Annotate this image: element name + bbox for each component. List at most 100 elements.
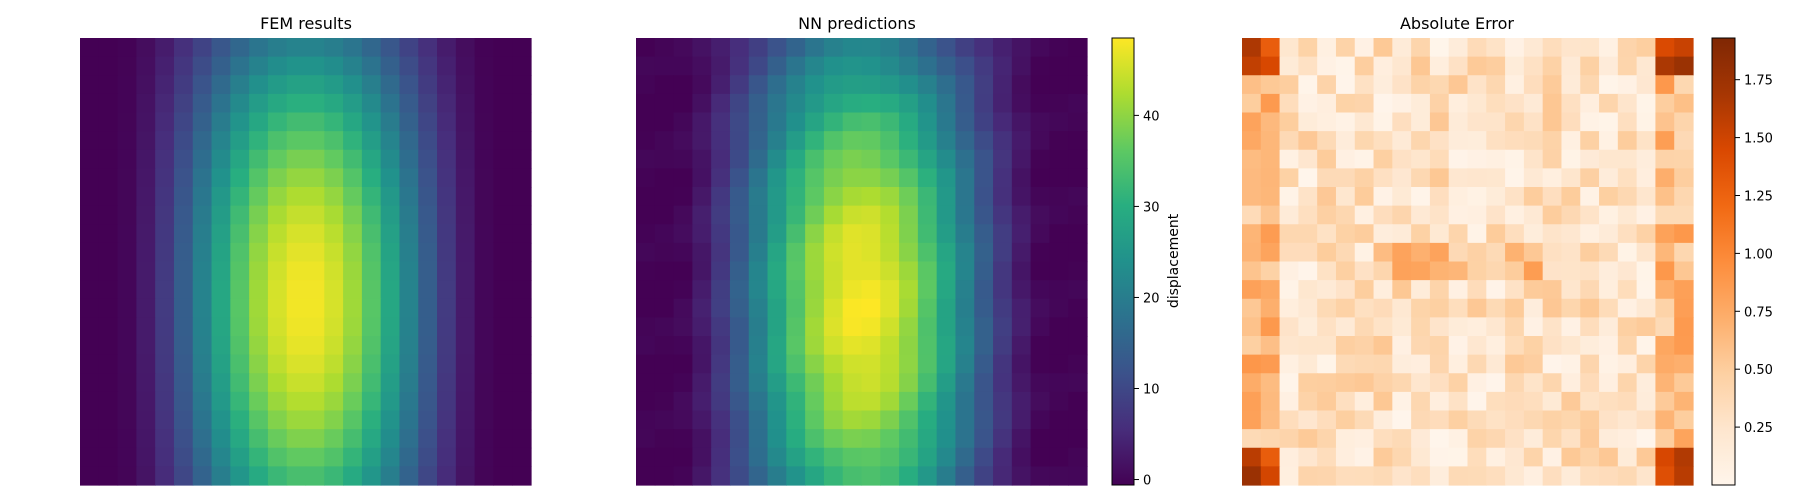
heatmap-cell: [899, 187, 919, 207]
heatmap-cell: [1636, 112, 1657, 132]
heatmap-cell: [117, 38, 137, 58]
heatmap-cell: [1260, 205, 1281, 225]
heatmap-cell: [1617, 466, 1638, 486]
heatmap-cell: [1011, 373, 1032, 393]
heatmap-cell: [80, 336, 100, 356]
heatmap-cell: [748, 93, 769, 114]
heatmap-cell: [1373, 205, 1393, 225]
heatmap-cell: [899, 242, 919, 263]
heatmap-cell: [173, 429, 194, 449]
heatmap-cell: [1636, 149, 1657, 169]
heatmap-cell: [861, 391, 881, 412]
heatmap-cell: [512, 131, 532, 151]
heatmap-cell: [729, 410, 750, 430]
heatmap-cell: [1467, 261, 1487, 281]
heatmap-cell: [1561, 410, 1581, 430]
heatmap-cell: [823, 205, 844, 225]
heatmap-cell: [211, 466, 231, 486]
heatmap-cell: [1317, 131, 1337, 151]
heatmap-cell: [1599, 447, 1619, 467]
heatmap-cell: [305, 336, 325, 356]
heatmap-cell: [380, 149, 401, 169]
heatmap-cell: [361, 466, 382, 486]
heatmap-cell: [1429, 373, 1450, 393]
heatmap-cell: [805, 168, 825, 188]
heatmap-cell: [1599, 373, 1619, 393]
heatmap-cell: [842, 447, 863, 467]
heatmap-cell: [767, 429, 787, 449]
heatmap-cell: [324, 224, 344, 244]
heatmap-cell: [1674, 56, 1694, 76]
heatmap-cell: [974, 224, 994, 244]
heatmap-cell: [861, 112, 881, 132]
heatmap-cell: [437, 75, 457, 95]
heatmap-cell: [823, 466, 844, 486]
heatmap-cell: [1674, 112, 1694, 132]
heatmap-cell: [1030, 466, 1051, 486]
heatmap-cell: [1674, 205, 1694, 225]
heatmap-cell: [399, 112, 419, 132]
heatmap-cell: [230, 261, 250, 281]
heatmap-cell: [380, 391, 401, 412]
heatmap-cell: [1373, 280, 1393, 300]
heatmap-cell: [974, 75, 994, 95]
heatmap-cell: [1279, 429, 1299, 449]
heatmap-cell: [1636, 187, 1657, 207]
heatmap-cell: [1542, 205, 1563, 225]
heatmap-cell: [1411, 75, 1431, 95]
heatmap-cell: [418, 336, 438, 356]
heatmap-cell: [786, 447, 806, 467]
heatmap-cell: [1429, 336, 1450, 356]
heatmap-cell: [211, 149, 231, 169]
heatmap-cell: [955, 298, 975, 318]
heatmap-cell: [512, 242, 532, 263]
heatmap-cell: [1674, 354, 1694, 374]
heatmap-cell: [361, 373, 382, 393]
heatmap-cell: [155, 187, 175, 207]
heatmap-cell: [767, 38, 787, 58]
heatmap-cell: [380, 224, 401, 244]
heatmap-cell: [899, 149, 919, 169]
heatmap-cell: [711, 112, 731, 132]
heatmap-cell: [249, 391, 269, 412]
heatmap-cell: [767, 354, 787, 374]
heatmap-cell: [512, 280, 532, 300]
heatmap-cell: [1561, 466, 1581, 486]
heatmap-cell: [399, 447, 419, 467]
heatmap-cell: [654, 336, 675, 356]
heatmap-cell: [286, 354, 307, 374]
heatmap-cell: [136, 131, 156, 151]
heatmap-cell: [842, 466, 863, 486]
heatmap-cell: [1260, 391, 1281, 412]
heatmap-cell: [192, 56, 213, 76]
heatmap-cell: [1411, 410, 1431, 430]
heatmap-cell: [418, 429, 438, 449]
heatmap-cell: [1242, 336, 1262, 356]
heatmap-cell: [654, 224, 675, 244]
heatmap-cell: [136, 429, 156, 449]
heatmap-cell: [1580, 93, 1600, 114]
heatmap-cell: [955, 187, 975, 207]
heatmap-cell: [1030, 336, 1051, 356]
heatmap-cell: [1260, 38, 1281, 58]
heatmap-cell: [805, 280, 825, 300]
heatmap-cell: [1298, 224, 1318, 244]
heatmap-cell: [267, 38, 288, 58]
heatmap-cell: [437, 354, 457, 374]
heatmap-cell: [1317, 280, 1337, 300]
heatmap-cell: [474, 336, 495, 356]
heatmap-cell: [380, 280, 401, 300]
heatmap-cell: [305, 205, 325, 225]
heatmap-cell: [380, 168, 401, 188]
heatmap-cell: [249, 373, 269, 393]
heatmap-cell: [1599, 56, 1619, 76]
heatmap-cell: [1298, 373, 1318, 393]
heatmap-cell: [1011, 336, 1032, 356]
heatmap-cell: [286, 298, 307, 318]
heatmap-cell: [711, 280, 731, 300]
heatmap-cell: [654, 280, 675, 300]
heatmap-cell: [748, 373, 769, 393]
heatmap-cell: [673, 298, 693, 318]
heatmap-cell: [211, 131, 231, 151]
heatmap-cell: [1542, 131, 1563, 151]
